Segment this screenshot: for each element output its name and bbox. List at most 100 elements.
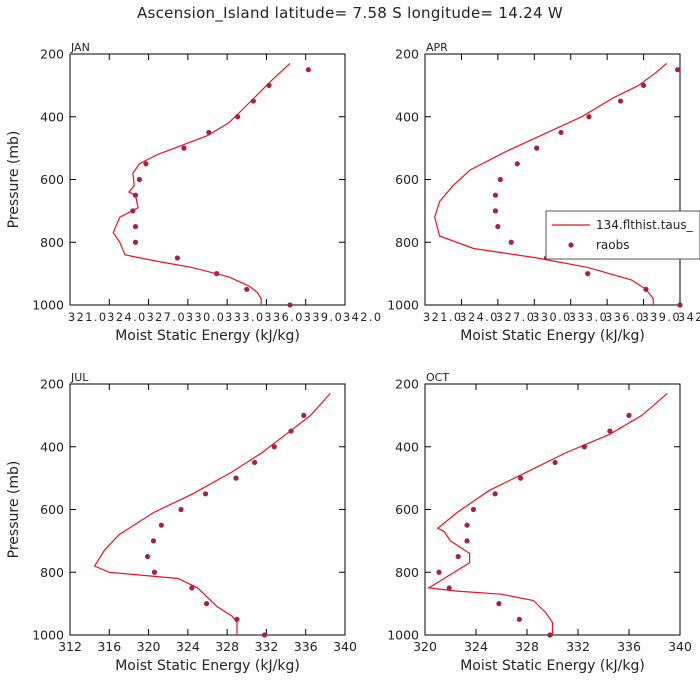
y-tick-label: 600 [395,502,419,517]
panel-label-oct: OCT [426,371,449,384]
obs-point-jan [266,82,272,88]
figure-title: Ascension_Island latitude= 7.58 S longit… [136,4,564,22]
obs-point-oct [547,632,553,638]
x-tick-label: 336 [617,639,641,654]
obs-point-jan [250,98,256,104]
y-tick-label: 200 [40,47,64,62]
obs-point-apr [534,145,540,151]
obs-point-oct [518,475,524,481]
x-tick-label: 340 [333,639,357,654]
y-tick-label: 400 [395,439,419,454]
x-tick-label: 324 [176,639,200,654]
obs-point-jul [233,475,239,481]
y-axis-label: Pressure (mb) [6,461,22,559]
obs-point-oct [492,491,498,497]
obs-point-apr [492,208,499,214]
y-tick-label: 600 [40,172,64,187]
obs-point-oct [464,522,470,528]
obs-point-jul [234,616,240,622]
legend-model-label: 134.flthist.taus_ [596,218,694,232]
obs-point-jul [261,632,268,638]
obs-point-jan [305,67,311,73]
obs-point-jan [235,114,241,120]
model-line-oct [427,392,668,635]
y-tick-label: 200 [395,47,419,62]
x-tick-label: 327.0 [147,311,185,324]
obs-point-oct [516,616,522,622]
y-axis-label: Pressure (mb) [6,131,22,229]
obs-point-jan [132,223,139,230]
x-tick-label: 336.0 [605,311,643,324]
y-tick-label: 600 [395,172,419,187]
y-tick-label: 800 [40,235,64,250]
y-tick-label: 800 [395,565,419,580]
obs-point-jul [178,506,184,513]
panel-frame-oct [424,383,681,636]
x-tick-label: 327.0 [496,311,534,324]
x-tick-label: 342.0 [343,311,381,324]
x-tick-label: 324 [464,639,488,654]
x-tick-label: 328 [515,639,539,654]
obs-point-apr [643,286,649,292]
x-tick-label: 332 [254,639,278,654]
x-tick-label: 336 [294,639,318,654]
obs-point-oct [464,538,470,544]
obs-point-jul [150,538,157,544]
obs-point-jan [214,271,220,277]
y-tick-label: 800 [395,235,419,250]
obs-point-jan [143,161,149,167]
obs-point-jan [136,176,143,183]
y-tick-label: 200 [395,377,419,392]
y-tick-label: 1000 [387,298,419,313]
obs-point-apr [508,239,514,245]
obs-point-jan [132,192,139,198]
obs-point-apr [640,82,647,88]
panel-label-jul: JUL [70,371,89,384]
obs-point-jul [158,522,164,528]
obs-point-oct [496,601,502,607]
y-tick-label: 1000 [32,628,64,643]
x-axis-label: Moist Static Energy (kJ/kg) [115,658,300,674]
obs-point-jul [288,428,294,434]
x-axis-label: Moist Static Energy (kJ/kg) [460,328,645,344]
obs-point-oct [446,585,452,591]
legend-obs-label: raobs [596,238,630,252]
obs-point-jul [189,585,195,591]
obs-point-apr [586,114,592,120]
x-tick-label: 324.0 [107,311,145,324]
legend-box [545,210,700,260]
x-tick-label: 336.0 [264,311,302,324]
x-axis-label: Moist Static Energy (kJ/kg) [115,328,300,344]
y-tick-label: 400 [395,109,419,124]
x-tick-label: 330.0 [186,311,224,324]
y-tick-label: 400 [40,439,64,454]
y-tick-label: 800 [40,565,64,580]
panel-label-jan: JAN [70,41,90,54]
panel-label-apr: APR [426,41,448,54]
model-line-jul [93,392,331,635]
obs-point-jan [130,208,136,214]
obs-point-jul [202,491,209,497]
obs-point-apr [495,223,501,230]
x-tick-label: 330.0 [532,311,570,324]
obs-point-jan [244,286,250,292]
obs-point-apr [585,271,591,277]
x-tick-label: 339.0 [642,311,680,324]
obs-point-apr [677,302,683,308]
obs-point-oct [455,553,461,560]
y-tick-label: 1000 [387,628,419,643]
x-tick-label: 321.0 [68,311,106,324]
x-tick-label: 320 [413,639,437,654]
y-tick-label: 400 [40,109,64,124]
obs-point-jul [144,553,151,560]
x-tick-label: 324.0 [459,311,497,324]
obs-point-jul [301,412,307,418]
obs-point-jan [181,145,187,151]
obs-point-apr [492,192,499,198]
obs-point-apr [497,176,503,183]
obs-point-jan [287,302,293,308]
obs-point-jan [206,129,212,136]
obs-point-jul [271,444,277,450]
x-axis-label: Moist Static Energy (kJ/kg) [460,658,645,674]
obs-point-oct [436,569,442,575]
